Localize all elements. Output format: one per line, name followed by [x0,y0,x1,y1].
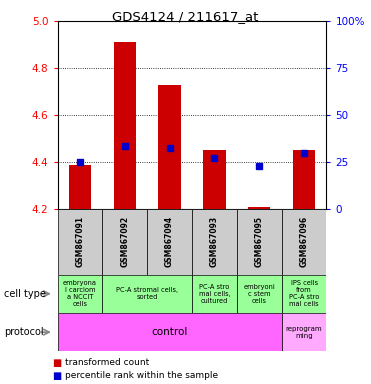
Bar [158,84,181,209]
Text: GSM867091: GSM867091 [75,216,85,268]
Text: GSM867096: GSM867096 [299,216,309,268]
Text: ■: ■ [52,371,61,381]
Text: GSM867092: GSM867092 [120,216,129,268]
Bar [282,313,326,351]
Bar [58,275,102,313]
Bar [282,275,326,313]
Bar [147,209,192,275]
Text: IPS cells
from
PC-A stro
mal cells: IPS cells from PC-A stro mal cells [289,280,319,307]
Text: transformed count: transformed count [65,358,149,367]
Bar [114,42,136,209]
Text: reprogram
ming: reprogram ming [286,326,322,339]
Bar [192,275,237,313]
Text: PC-A stromal cells,
sorted: PC-A stromal cells, sorted [116,287,178,300]
Text: GDS4124 / 211617_at: GDS4124 / 211617_at [112,10,259,23]
Text: embryona
l carciom
a NCCIT
cells: embryona l carciom a NCCIT cells [63,280,97,307]
Text: ■: ■ [52,358,61,368]
Text: GSM867095: GSM867095 [255,217,264,267]
Bar [58,209,102,275]
Bar [102,209,147,275]
Text: protocol: protocol [4,327,43,337]
Bar [69,165,91,209]
Bar [248,207,270,209]
Bar [237,209,282,275]
Bar [192,209,237,275]
Text: control: control [151,327,188,337]
Text: GSM867094: GSM867094 [165,216,174,268]
Bar [282,209,326,275]
Text: percentile rank within the sample: percentile rank within the sample [65,371,218,380]
Bar [58,313,282,351]
Text: GSM867093: GSM867093 [210,216,219,268]
Bar [203,151,226,209]
Text: PC-A stro
mal cells,
cultured: PC-A stro mal cells, cultured [198,284,230,304]
Bar [293,151,315,209]
Bar [102,275,192,313]
Text: cell type: cell type [4,289,46,299]
Text: embryoni
c stem
cells: embryoni c stem cells [243,284,275,304]
Bar [237,275,282,313]
